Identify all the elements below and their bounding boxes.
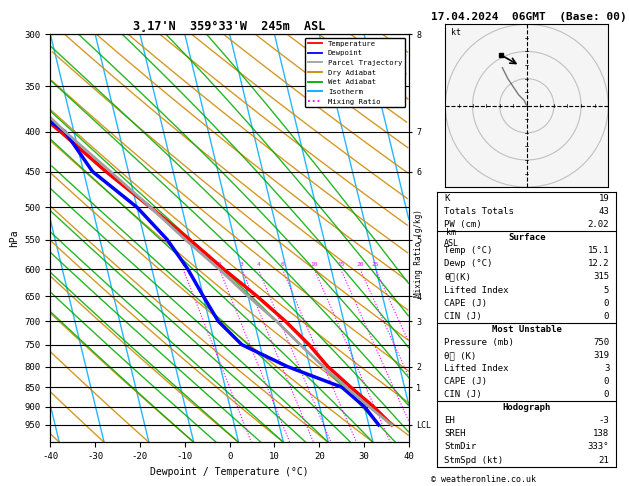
Text: 20: 20 — [356, 262, 364, 267]
Text: 3: 3 — [240, 262, 243, 267]
Text: 6: 6 — [281, 262, 284, 267]
Text: 1: 1 — [181, 262, 185, 267]
Text: EH: EH — [444, 417, 455, 425]
Text: Lifted Index: Lifted Index — [444, 286, 509, 295]
Text: K: K — [444, 194, 450, 203]
Text: 15.1: 15.1 — [587, 246, 610, 255]
Text: 19: 19 — [599, 194, 610, 203]
Text: 5: 5 — [604, 286, 610, 295]
Text: Most Unstable: Most Unstable — [492, 325, 562, 334]
Text: 315: 315 — [593, 273, 610, 281]
Text: Mixing Ratio (g/kg): Mixing Ratio (g/kg) — [414, 209, 423, 296]
Text: 0: 0 — [604, 390, 610, 399]
Text: θᴇ(K): θᴇ(K) — [444, 273, 471, 281]
Y-axis label: hPa: hPa — [9, 229, 19, 247]
Text: 12.2: 12.2 — [587, 260, 610, 268]
Text: Surface: Surface — [508, 233, 545, 242]
Text: 17.04.2024  06GMT  (Base: 00): 17.04.2024 06GMT (Base: 00) — [431, 12, 626, 22]
Text: 0: 0 — [604, 298, 610, 308]
Text: 0: 0 — [604, 312, 610, 321]
X-axis label: Dewpoint / Temperature (°C): Dewpoint / Temperature (°C) — [150, 467, 309, 477]
Text: SREH: SREH — [444, 429, 466, 438]
Text: 3: 3 — [604, 364, 610, 373]
Text: PW (cm): PW (cm) — [444, 220, 482, 229]
Text: 10: 10 — [311, 262, 318, 267]
Text: Dewp (°C): Dewp (°C) — [444, 260, 493, 268]
Text: 4: 4 — [257, 262, 260, 267]
Text: 333°: 333° — [587, 442, 610, 451]
Text: Totals Totals: Totals Totals — [444, 207, 514, 216]
Text: CAPE (J): CAPE (J) — [444, 298, 487, 308]
Text: 43: 43 — [599, 207, 610, 216]
Title: 3¸17'N  359°33'W  245m  ASL: 3¸17'N 359°33'W 245m ASL — [133, 20, 326, 33]
Text: CAPE (J): CAPE (J) — [444, 377, 487, 386]
Text: 25: 25 — [372, 262, 379, 267]
Text: Pressure (mb): Pressure (mb) — [444, 338, 514, 347]
Text: 319: 319 — [593, 351, 610, 360]
Text: StmSpd (kt): StmSpd (kt) — [444, 455, 503, 465]
Text: Temp (°C): Temp (°C) — [444, 246, 493, 255]
Text: CIN (J): CIN (J) — [444, 312, 482, 321]
Text: kt: kt — [451, 28, 461, 37]
Y-axis label: km
ASL: km ASL — [443, 228, 459, 248]
Legend: Temperature, Dewpoint, Parcel Trajectory, Dry Adiabat, Wet Adiabat, Isotherm, Mi: Temperature, Dewpoint, Parcel Trajectory… — [305, 37, 405, 107]
Text: StmDir: StmDir — [444, 442, 477, 451]
Text: 2.02: 2.02 — [587, 220, 610, 229]
Text: 750: 750 — [593, 338, 610, 347]
Text: Lifted Index: Lifted Index — [444, 364, 509, 373]
Text: Hodograph: Hodograph — [503, 403, 551, 412]
Text: CIN (J): CIN (J) — [444, 390, 482, 399]
Text: 138: 138 — [593, 429, 610, 438]
Text: 21: 21 — [599, 455, 610, 465]
Text: © weatheronline.co.uk: © weatheronline.co.uk — [431, 474, 536, 484]
Text: 15: 15 — [337, 262, 345, 267]
Text: θᴇ (K): θᴇ (K) — [444, 351, 477, 360]
Text: 0: 0 — [604, 377, 610, 386]
Text: -3: -3 — [599, 417, 610, 425]
Text: 2: 2 — [218, 262, 221, 267]
